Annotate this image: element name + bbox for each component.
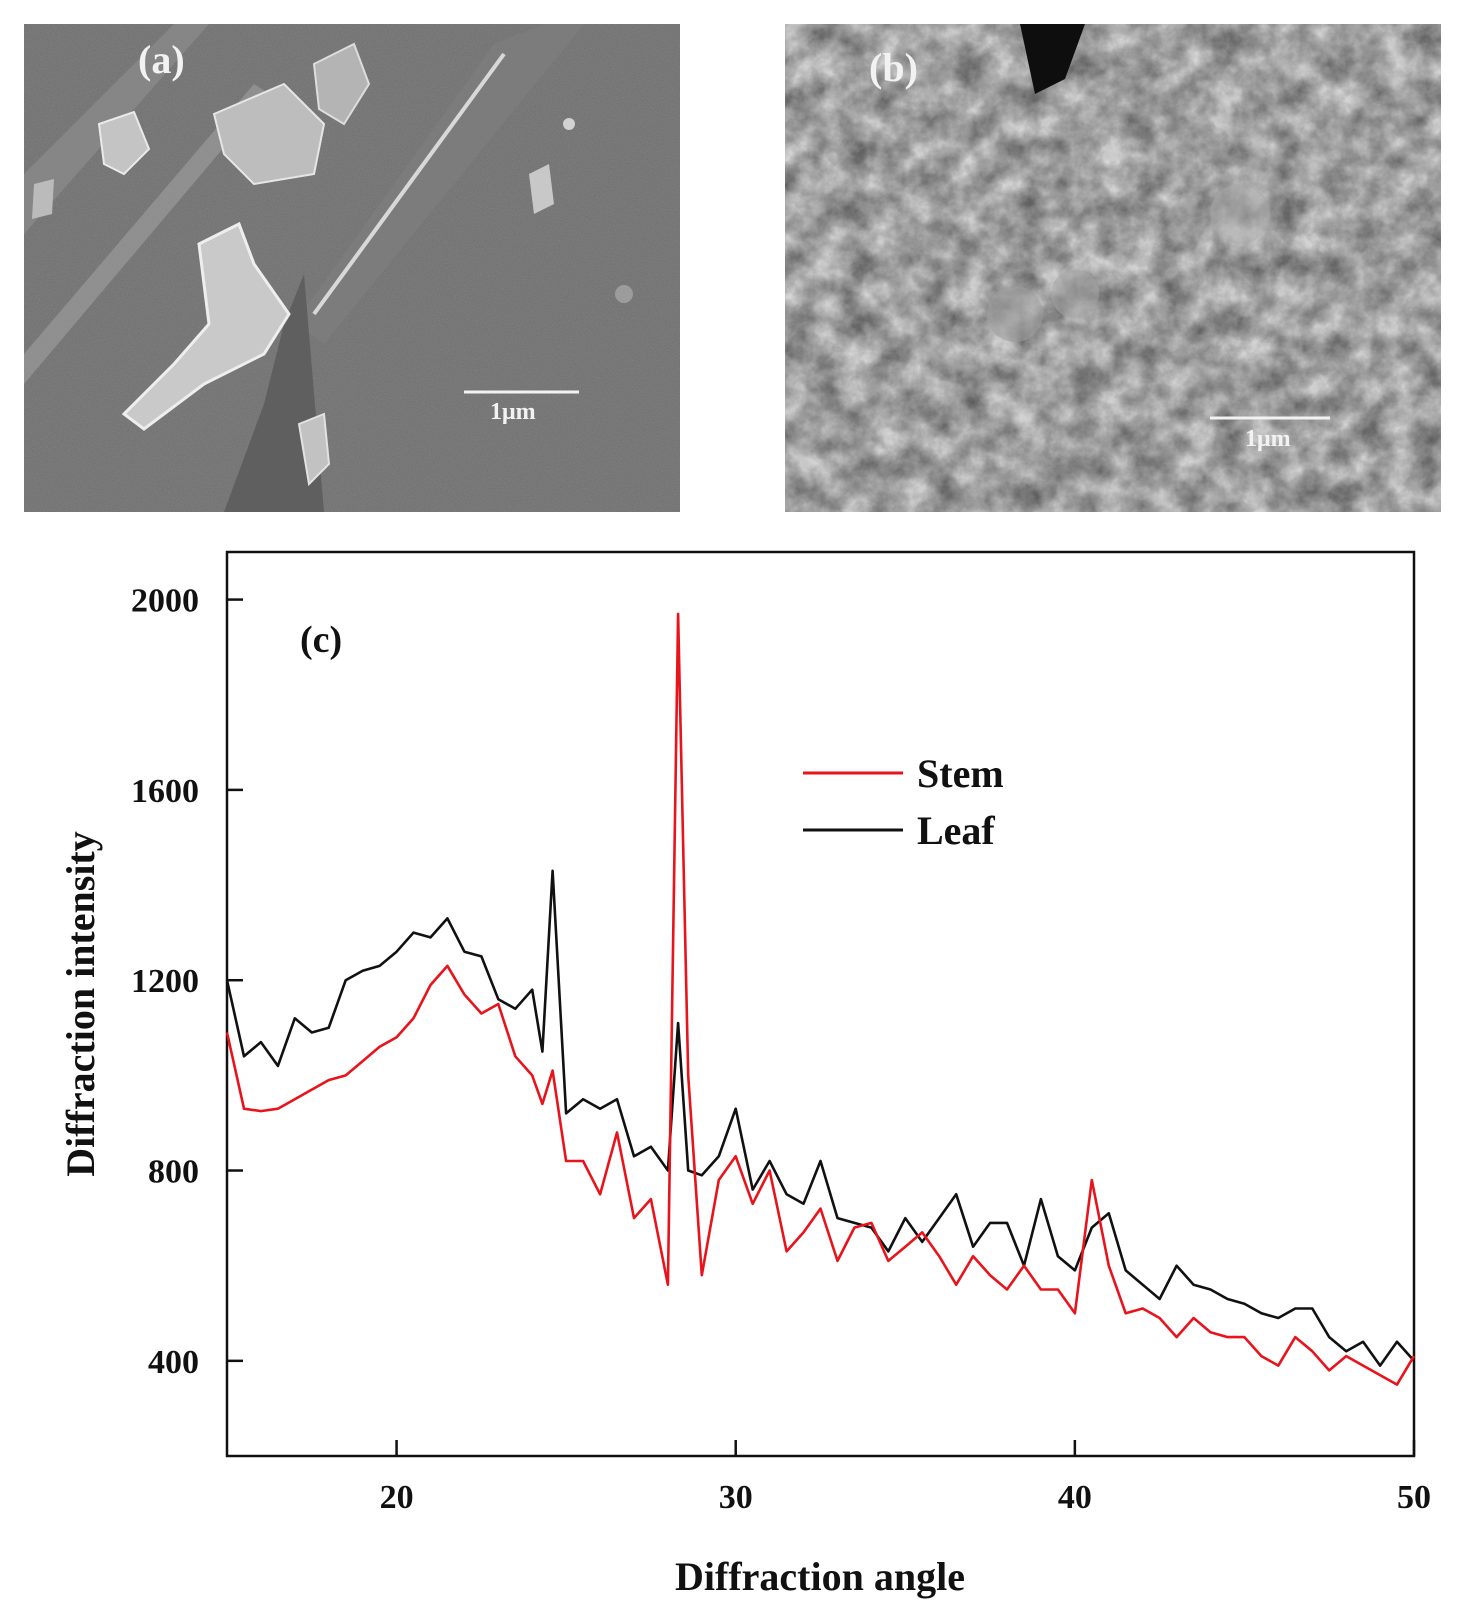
legend-label-stem: Stem bbox=[917, 751, 1004, 796]
y-axis-label: Diffraction intensity bbox=[58, 831, 103, 1177]
sem-b-scalebar-label: 1μm bbox=[1245, 426, 1291, 452]
series-lines bbox=[225, 612, 1416, 1386]
y-tick-label: 800 bbox=[148, 1154, 199, 1191]
sem-image-b: (b) 1μm bbox=[785, 24, 1441, 512]
legend: Stem Leaf bbox=[803, 751, 1004, 853]
y-axis: 400 800 1200 1600 2000 bbox=[131, 583, 243, 1381]
sem-image-a: (a) 1μm bbox=[24, 24, 680, 512]
sem-a-scalebar-label: 1μm bbox=[490, 399, 536, 425]
x-tick-label: 40 bbox=[1058, 1479, 1092, 1516]
x-axis: 20 30 40 50 bbox=[380, 1440, 1431, 1516]
y-tick-label: 1600 bbox=[131, 773, 199, 810]
legend-label-leaf: Leaf bbox=[917, 808, 995, 853]
xrd-chart: 400 800 1200 1600 2000 20 30 40 50 (c) Diffract… bbox=[58, 550, 1431, 1599]
plot-frame bbox=[225, 550, 1416, 1458]
chart-panel-label: (c) bbox=[300, 619, 342, 661]
y-tick-label: 1200 bbox=[131, 963, 199, 1000]
x-tick-label: 50 bbox=[1397, 1479, 1431, 1516]
series-line-stem bbox=[225, 612, 1416, 1386]
x-tick-label: 20 bbox=[380, 1479, 414, 1516]
sem-b-texture bbox=[785, 24, 1441, 512]
series-line-leaf bbox=[225, 869, 1415, 1367]
y-tick-label: 2000 bbox=[131, 583, 199, 620]
sem-a-texture bbox=[24, 24, 680, 512]
sem-b-label: (b) bbox=[869, 45, 918, 90]
y-tick-label: 400 bbox=[148, 1344, 199, 1381]
x-tick-label: 30 bbox=[719, 1479, 753, 1516]
sem-a-label: (a) bbox=[138, 37, 185, 82]
x-axis-label: Diffraction angle bbox=[675, 1554, 965, 1599]
